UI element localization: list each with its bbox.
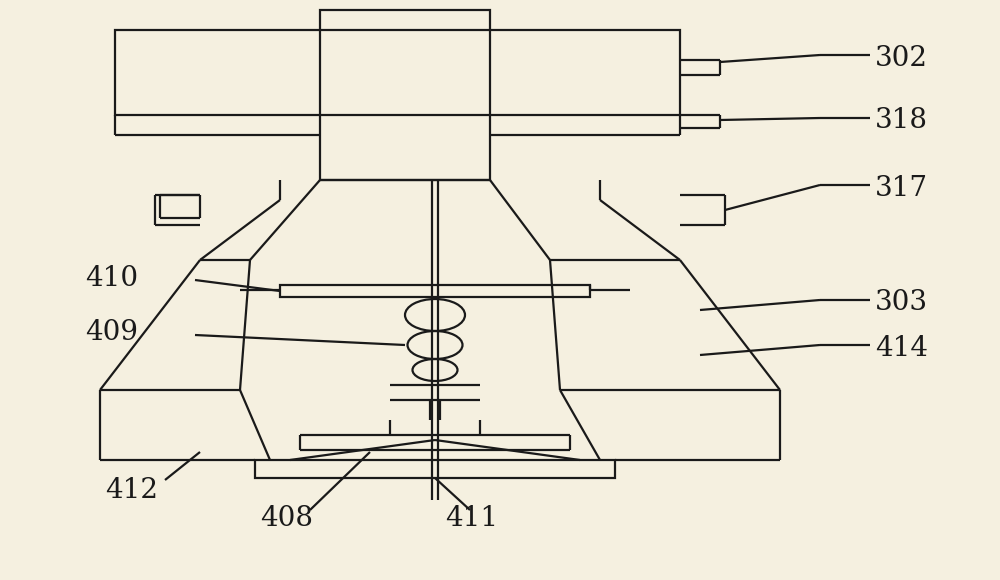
Text: 411: 411 bbox=[445, 505, 498, 531]
Text: 303: 303 bbox=[875, 289, 928, 317]
Text: 318: 318 bbox=[875, 107, 928, 135]
Bar bbox=[280, 285, 590, 297]
Text: 410: 410 bbox=[85, 264, 138, 292]
Text: 409: 409 bbox=[85, 320, 138, 346]
Text: 302: 302 bbox=[875, 45, 928, 71]
Text: 317: 317 bbox=[875, 175, 928, 201]
Bar bbox=[255, 460, 615, 478]
Text: 408: 408 bbox=[260, 505, 313, 531]
Bar bbox=[115, 30, 680, 115]
Text: 412: 412 bbox=[105, 477, 158, 503]
Text: 414: 414 bbox=[875, 335, 928, 361]
Bar bbox=[320, 10, 490, 180]
